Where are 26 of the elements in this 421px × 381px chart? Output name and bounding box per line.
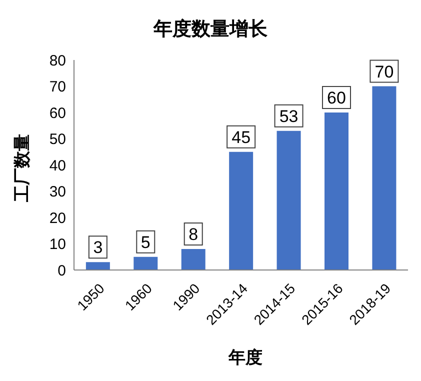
bar [134, 256, 158, 270]
chart-title: 年度数量增长 [152, 18, 268, 42]
bar [86, 262, 110, 270]
y-tick-label: 80 [49, 52, 66, 70]
data-label: 8 [188, 225, 198, 244]
x-axis-title: 年度 [227, 347, 264, 369]
y-tick-label: 40 [49, 157, 66, 174]
y-tick-label: 60 [49, 104, 66, 122]
y-tick-label: 0 [58, 262, 66, 280]
data-label: 45 [232, 128, 251, 147]
y-tick-label: 50 [49, 131, 66, 148]
bar [372, 86, 396, 270]
bar [276, 130, 301, 270]
y-tick-label: 20 [49, 210, 66, 227]
bar [324, 112, 348, 270]
data-label: 3 [93, 238, 103, 258]
bar [229, 152, 254, 270]
data-label: 53 [279, 106, 298, 126]
y-axis-title: 工厂数量 [12, 134, 32, 202]
y-tick-label: 30 [49, 184, 66, 201]
y-tick-label: 10 [49, 236, 66, 254]
data-label: 60 [327, 88, 346, 108]
y-tick-label: 70 [49, 78, 66, 96]
data-label: 5 [140, 232, 150, 252]
data-label: 70 [374, 62, 394, 82]
bar [181, 249, 206, 270]
